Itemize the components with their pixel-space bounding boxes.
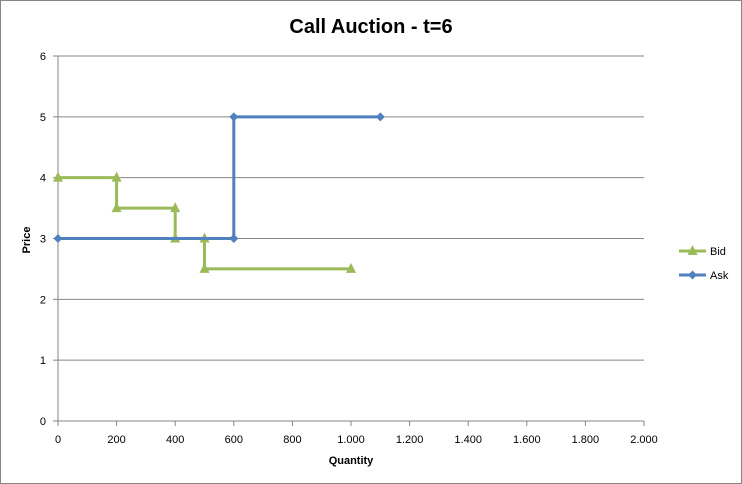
x-tick-label: 1.200 [396, 434, 424, 446]
bid-point [346, 262, 356, 273]
chart-title: Call Auction - t=6 [289, 16, 452, 38]
legend-item-bid: Bid [679, 245, 726, 258]
bid-point [199, 262, 210, 273]
y-tick-label: 1 [40, 355, 46, 367]
y-axis-title: Price [21, 227, 33, 254]
y-tick-label: 3 [40, 234, 46, 246]
y-tick-label: 5 [40, 112, 46, 124]
ask-point [375, 112, 385, 122]
x-axis-title: Quantity [329, 455, 374, 467]
bid-series [53, 171, 356, 273]
legend: Bid Ask [679, 245, 729, 282]
y-tick-label: 4 [40, 173, 46, 185]
legend-marker [687, 245, 698, 255]
y-tick-label: 2 [40, 294, 46, 306]
x-tick-label: 0 [55, 434, 61, 446]
legend-label: Bid [710, 246, 726, 258]
bid-point [111, 171, 122, 182]
ask-line [58, 115, 381, 240]
legend-item-ask: Ask [679, 270, 729, 282]
x-tick-label: 800 [283, 434, 301, 446]
x-tick-label: 200 [107, 434, 125, 446]
axes [53, 55, 645, 426]
x-tick-label: 600 [225, 434, 243, 446]
ask-point [229, 112, 239, 122]
ask-series [53, 112, 385, 243]
series-layer [53, 112, 385, 273]
y-tick-label: 6 [40, 51, 46, 63]
tick-labels: 0 1 2 3 4 5 6 0 200 400 600 800 1.000 1.200 1.400 1.600… [40, 51, 658, 446]
x-tick-label: 2.000 [630, 434, 658, 446]
ask-point [229, 234, 239, 243]
x-tick-label: 1.400 [454, 434, 482, 446]
x-tick-label: 1.000 [337, 434, 365, 446]
bid-line [58, 176, 351, 271]
ask-point [53, 234, 63, 243]
x-tick-label: 1.600 [513, 434, 541, 446]
bid-point [53, 171, 63, 182]
legend-label: Ask [710, 270, 729, 282]
x-tick-label: 400 [166, 434, 184, 446]
bid-point [111, 202, 122, 213]
y-tick-label: 0 [40, 416, 46, 428]
legend-marker [688, 270, 697, 280]
bid-point [170, 202, 181, 213]
x-tick-label: 1.800 [572, 434, 600, 446]
